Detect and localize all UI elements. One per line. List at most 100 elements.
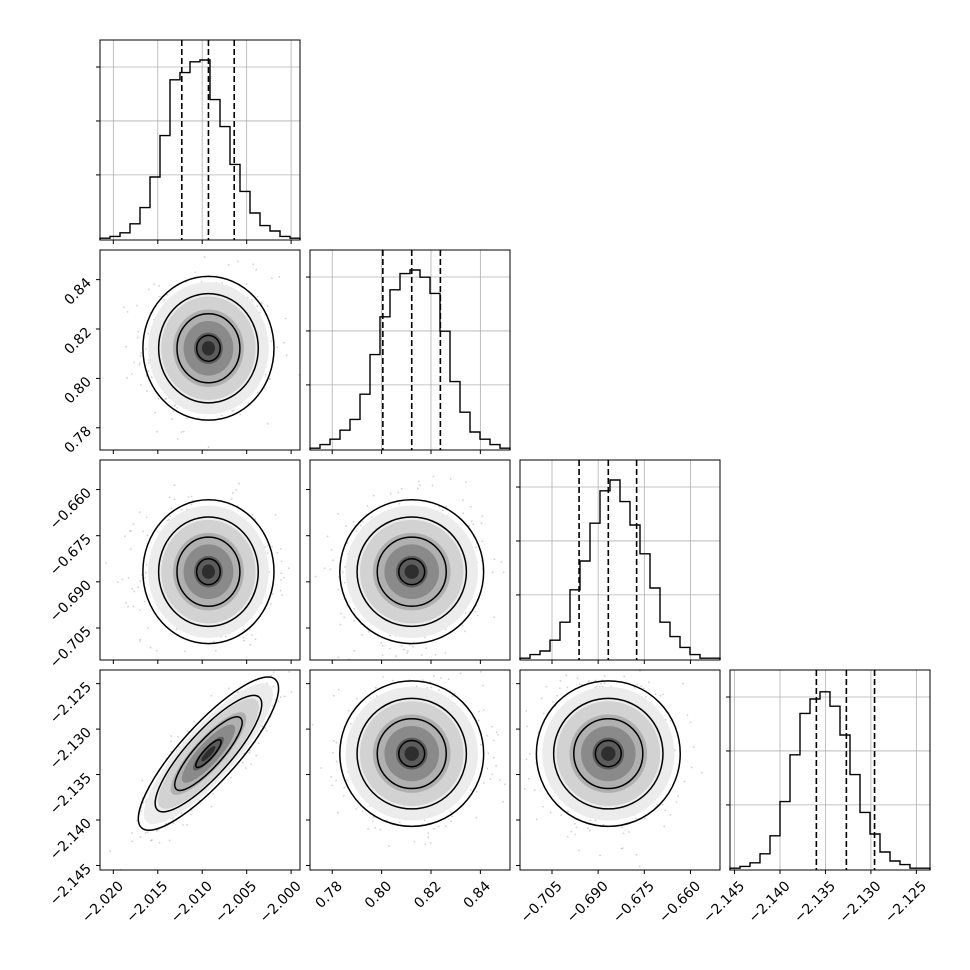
sample-point	[132, 523, 135, 526]
sample-point	[155, 649, 158, 652]
sample-point	[464, 481, 467, 484]
sample-point	[570, 830, 573, 833]
sample-point	[361, 633, 364, 636]
sample-point	[701, 771, 703, 774]
sample-point	[499, 692, 501, 694]
sample-point	[139, 384, 142, 386]
sample-point	[444, 628, 447, 631]
sample-point	[147, 370, 150, 372]
sample-point	[527, 777, 530, 780]
contour-0	[339, 680, 485, 828]
sample-point	[397, 491, 400, 494]
sample-point	[425, 647, 428, 650]
sample-point	[512, 747, 514, 749]
sample-point	[276, 346, 278, 349]
sample-point	[326, 535, 329, 538]
sample-point	[343, 581, 346, 584]
sample-point	[190, 503, 193, 506]
sample-point	[517, 711, 519, 713]
contour-1	[157, 292, 260, 404]
sample-point	[566, 835, 569, 838]
sample-point	[182, 430, 185, 433]
sample-point	[560, 814, 562, 817]
sample-point	[170, 735, 173, 737]
sample-point	[128, 530, 131, 532]
sample-point	[621, 847, 624, 849]
sample-point	[314, 575, 317, 578]
sample-point	[475, 791, 478, 793]
sample-point	[174, 403, 177, 406]
sample-point	[481, 540, 484, 543]
sample-point	[449, 477, 452, 480]
y-tick-label: 0.78	[61, 423, 94, 456]
sample-point	[247, 402, 250, 405]
density-level-5	[201, 745, 216, 762]
contour-0	[142, 275, 275, 421]
sample-point	[480, 743, 482, 746]
sample-point	[380, 642, 383, 644]
sample-point	[628, 831, 631, 833]
sample-point	[482, 708, 485, 711]
sample-point	[381, 654, 384, 657]
sample-point	[451, 695, 454, 698]
sample-point	[280, 560, 283, 563]
sample-point	[495, 731, 498, 734]
x-tick-label: −2.015	[123, 878, 171, 926]
sample-point	[258, 668, 260, 670]
y-tick-label: −0.690	[47, 577, 95, 625]
sample-point	[400, 644, 403, 647]
sample-point	[436, 651, 438, 653]
sample-point	[157, 398, 160, 400]
diag-frame-2	[519, 459, 721, 661]
sample-point	[359, 524, 362, 527]
sample-point	[154, 411, 156, 414]
diag-panel-3	[726, 669, 931, 874]
sample-point	[344, 566, 346, 568]
sample-point	[470, 520, 473, 523]
sample-point	[191, 499, 194, 502]
sample-point	[501, 708, 503, 710]
sample-point	[139, 638, 142, 641]
sample-point	[461, 624, 464, 627]
sample-point	[285, 354, 288, 357]
x-tick-label: 0.78	[312, 878, 345, 911]
sample-point	[424, 843, 427, 846]
sample-point	[242, 636, 245, 639]
sample-point	[158, 295, 161, 298]
sample-point	[296, 736, 298, 738]
sample-point	[615, 877, 617, 879]
x-tick-label: −0.675	[610, 878, 658, 926]
sample-point	[336, 811, 339, 814]
sample-point	[526, 555, 528, 557]
sample-point	[187, 496, 190, 499]
sample-point	[518, 748, 520, 750]
sample-point	[475, 816, 478, 819]
sample-point	[176, 437, 179, 440]
sample-point	[166, 519, 169, 522]
x-tick-label: 0.84	[461, 878, 494, 911]
x-tick-label: −2.020	[79, 878, 127, 926]
sample-point	[131, 832, 134, 834]
sample-point	[238, 451, 240, 453]
contour-0	[137, 676, 280, 831]
sample-point	[371, 820, 374, 823]
sample-point	[478, 710, 480, 713]
sample-point	[476, 614, 479, 617]
sample-point	[440, 677, 442, 679]
sample-point	[447, 678, 450, 681]
contour-1	[154, 694, 263, 813]
sample-point	[587, 680, 590, 682]
sample-point	[231, 410, 234, 412]
sample-point	[429, 842, 432, 844]
sample-point	[489, 778, 492, 780]
sample-point	[279, 696, 282, 699]
sample-point	[558, 687, 561, 690]
sample-point	[237, 691, 239, 694]
sample-point	[177, 736, 179, 738]
sample-point	[587, 827, 589, 830]
sample-point	[379, 828, 382, 831]
sample-point	[674, 749, 676, 752]
sample-point	[481, 515, 484, 518]
sample-point	[249, 643, 252, 646]
density-level-5	[201, 341, 215, 356]
